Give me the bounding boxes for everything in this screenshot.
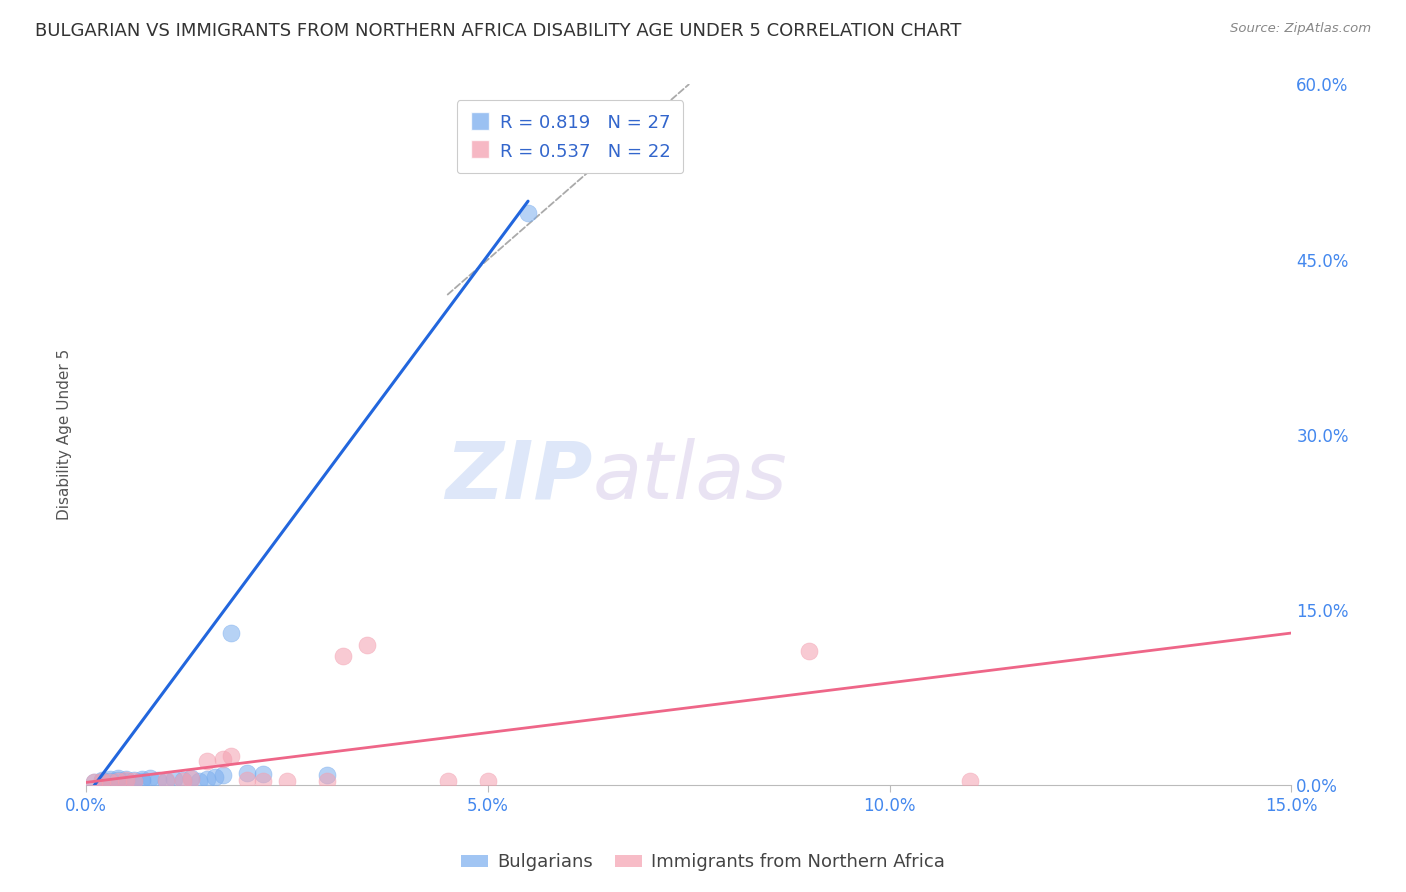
Point (236, 766, 259, 780)
Point (83, 775, 105, 789)
Point (91, 773, 114, 788)
Text: BULGARIAN VS IMMIGRANTS FROM NORTHERN AFRICA DISABILITY AGE UNDER 5 CORRELATION : BULGARIAN VS IMMIGRANTS FROM NORTHERN AF… (35, 22, 962, 40)
Point (436, 774, 458, 789)
Point (172, 773, 194, 788)
Point (252, 774, 274, 789)
Point (959, 774, 981, 789)
Point (139, 771, 162, 785)
Point (124, 774, 146, 789)
Point (91, 774, 114, 789)
Point (148, 773, 170, 788)
Point (356, 638, 378, 652)
Point (276, 774, 298, 789)
Point (799, 643, 821, 657)
Point (155, 774, 177, 789)
Point (477, 774, 499, 789)
Point (236, 773, 259, 788)
Point (115, 772, 138, 786)
Point (163, 772, 186, 786)
Point (211, 752, 233, 766)
Point (252, 767, 274, 781)
Point (195, 755, 218, 769)
Point (131, 774, 153, 789)
Point (107, 773, 129, 788)
Point (98, 772, 121, 786)
Point (180, 772, 202, 786)
Point (98, 774, 121, 789)
Text: ZIP: ZIP (444, 438, 592, 516)
Point (211, 768, 233, 782)
Point (316, 774, 339, 789)
Point (98, 775, 121, 789)
Point (155, 773, 177, 788)
Point (83, 775, 105, 789)
Point (195, 772, 218, 786)
Legend: Bulgarians, Immigrants from Northern Africa: Bulgarians, Immigrants from Northern Afr… (454, 847, 952, 879)
Point (219, 748, 242, 763)
Text: Source: ZipAtlas.com: Source: ZipAtlas.com (1230, 22, 1371, 36)
Point (187, 774, 209, 789)
Point (332, 649, 354, 664)
Y-axis label: Disability Age Under 5: Disability Age Under 5 (58, 349, 72, 520)
Point (91, 774, 114, 789)
Point (115, 773, 138, 788)
Point (316, 768, 339, 782)
Legend: R = 0.819   N = 27, R = 0.537   N = 22: R = 0.819 N = 27, R = 0.537 N = 22 (457, 101, 683, 173)
Point (107, 771, 129, 785)
Point (124, 773, 146, 788)
Point (517, 206, 540, 220)
Point (180, 771, 202, 785)
Point (219, 626, 242, 640)
Point (131, 772, 153, 786)
Text: atlas: atlas (592, 438, 787, 516)
Point (107, 774, 129, 789)
Point (172, 774, 194, 789)
Point (115, 774, 138, 789)
Point (204, 770, 226, 784)
